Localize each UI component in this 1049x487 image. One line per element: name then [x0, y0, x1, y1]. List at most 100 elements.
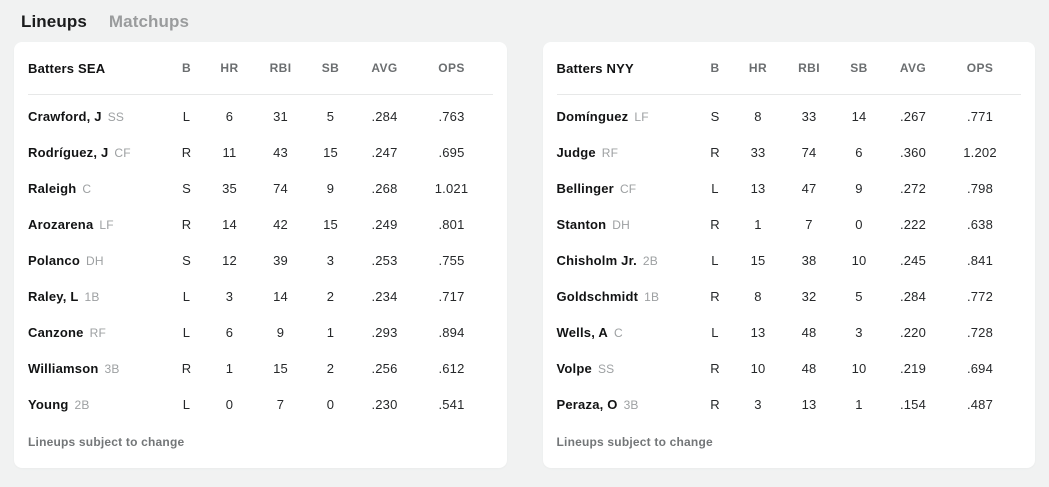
- player-name: Arozarena: [28, 216, 94, 232]
- player-position: 2B: [642, 253, 658, 268]
- table-row: Young 2B L 0 7 0 .230 .541: [14, 386, 507, 422]
- player-name: Bellinger: [556, 180, 614, 196]
- stat-avg: .272: [899, 180, 927, 196]
- stat-bats: R: [181, 360, 192, 376]
- stat-sb: 1: [326, 324, 335, 340]
- player-position: 3B: [104, 361, 120, 376]
- stat-hr: 12: [222, 252, 237, 268]
- stat-ops: .772: [966, 288, 994, 304]
- stat-ops: .771: [966, 108, 994, 124]
- stat-avg: .256: [371, 360, 398, 376]
- player-cell: Crawford, J SS: [28, 109, 167, 124]
- stat-avg: .220: [899, 324, 927, 340]
- stat-rbi: 13: [801, 396, 817, 412]
- player-position: SS: [107, 109, 125, 124]
- table-row: Rodríguez, J CF R 11 43 15 .247 .695: [14, 134, 507, 170]
- stat-ops: 1.021: [434, 180, 469, 196]
- stat-ops: 1.202: [963, 144, 997, 160]
- player-position: LF: [634, 109, 649, 124]
- stat-rbi: 9: [276, 324, 285, 340]
- stat-bats: L: [182, 396, 191, 412]
- player-cell: Goldschmidt 1B: [557, 289, 696, 304]
- player-position: RF: [601, 145, 619, 160]
- player-cell: Williamson 3B: [28, 361, 167, 376]
- stat-sb: 15: [323, 216, 338, 232]
- stat-rbi: 33: [801, 108, 817, 124]
- lineup-card-sea: Batters SEA B HR RBI SB AVG OPS Crawford…: [14, 42, 507, 468]
- stat-rbi: 14: [273, 288, 288, 304]
- table-row: Judge RF R 33 74 6 .360 1.202: [543, 134, 1036, 170]
- column-header-ops: OPS: [438, 61, 465, 75]
- player-cell: Domínguez LF: [557, 109, 696, 124]
- stat-hr: 1: [225, 360, 234, 376]
- player-position: 1B: [84, 289, 100, 304]
- stat-bats: L: [711, 180, 719, 196]
- lineup-cards-container: Batters SEA B HR RBI SB AVG OPS Crawford…: [0, 42, 1049, 468]
- tab-matchups[interactable]: Matchups: [108, 11, 190, 31]
- stat-rbi: 38: [801, 252, 817, 268]
- column-header-avg: AVG: [371, 61, 398, 75]
- table-row: Goldschmidt 1B R 8 32 5 .284 .772: [543, 278, 1036, 314]
- stat-avg: .222: [899, 216, 927, 232]
- player-cell: Raleigh C: [28, 181, 167, 196]
- column-header-rbi: RBI: [798, 61, 820, 75]
- stat-avg: .230: [371, 396, 398, 412]
- player-position: DH: [612, 217, 631, 232]
- table-header-sea: Batters SEA B HR RBI SB AVG OPS: [28, 42, 493, 95]
- table-row: Canzone RF L 6 9 1 .293 .894: [14, 314, 507, 350]
- stat-avg: .219: [899, 360, 927, 376]
- lineup-card-nyy: Batters NYY B HR RBI SB AVG OPS Domíngue…: [542, 42, 1036, 468]
- stat-bats: R: [710, 144, 720, 160]
- stat-bats: L: [711, 324, 719, 340]
- player-cell: Raley, L 1B: [28, 289, 167, 304]
- stat-hr: 8: [754, 288, 762, 304]
- stat-bats: L: [182, 108, 191, 124]
- stat-sb: 9: [855, 180, 863, 196]
- stat-avg: .293: [371, 324, 398, 340]
- stat-ops: .755: [438, 252, 465, 268]
- stat-ops: .894: [438, 324, 465, 340]
- table-title-sea: Batters SEA: [28, 60, 106, 76]
- table-row: Crawford, J SS L 6 31 5 .284 .763: [14, 98, 507, 134]
- stat-sb: 2: [326, 360, 335, 376]
- player-position: LF: [99, 217, 114, 232]
- column-header-sb: SB: [850, 61, 868, 75]
- player-position: SS: [597, 361, 615, 376]
- column-header-b: B: [181, 61, 192, 75]
- column-header-rbi: RBI: [269, 61, 292, 75]
- stat-ops: .695: [438, 144, 465, 160]
- player-name: Stanton: [556, 216, 607, 232]
- stat-sb: 3: [326, 252, 335, 268]
- stat-hr: 15: [750, 252, 766, 268]
- tab-lineups[interactable]: Lineups: [21, 11, 87, 31]
- stat-bats: S: [182, 180, 191, 196]
- player-cell: Young 2B: [28, 397, 167, 412]
- stat-ops: .841: [966, 252, 994, 268]
- stat-ops: .487: [966, 396, 994, 412]
- player-cell: Stanton DH: [557, 217, 696, 232]
- player-cell: Polanco DH: [28, 253, 167, 268]
- stat-sb: 1: [855, 396, 863, 412]
- player-position: C: [82, 181, 92, 196]
- stat-ops: .801: [438, 216, 465, 232]
- player-cell: Arozarena LF: [28, 217, 167, 232]
- stat-hr: 0: [225, 396, 234, 412]
- table-row: Domínguez LF S 8 33 14 .267 .771: [543, 98, 1036, 134]
- stat-sb: 2: [326, 288, 335, 304]
- stat-bats: S: [710, 108, 720, 124]
- player-cell: Bellinger CF: [557, 181, 696, 196]
- stat-ops: .717: [438, 288, 465, 304]
- stat-rbi: 31: [273, 108, 288, 124]
- table-row: Polanco DH S 12 39 3 .253 .755: [14, 242, 507, 278]
- table-body-sea: Crawford, J SS L 6 31 5 .284 .763 Rodrígu…: [14, 95, 507, 422]
- table-body-nyy: Domínguez LF S 8 33 14 .267 .771 Judge RF …: [543, 95, 1036, 422]
- stat-hr: 35: [222, 180, 237, 196]
- stat-ops: .541: [438, 396, 465, 412]
- stat-hr: 6: [225, 108, 234, 124]
- player-position: C: [613, 325, 623, 340]
- table-row: Arozarena LF R 14 42 15 .249 .801: [14, 206, 507, 242]
- player-position: 2B: [74, 397, 90, 412]
- table-row: Volpe SS R 10 48 10 .219 .694: [543, 350, 1036, 386]
- player-name: Raley, L: [28, 288, 79, 304]
- stat-ops: .694: [966, 360, 994, 376]
